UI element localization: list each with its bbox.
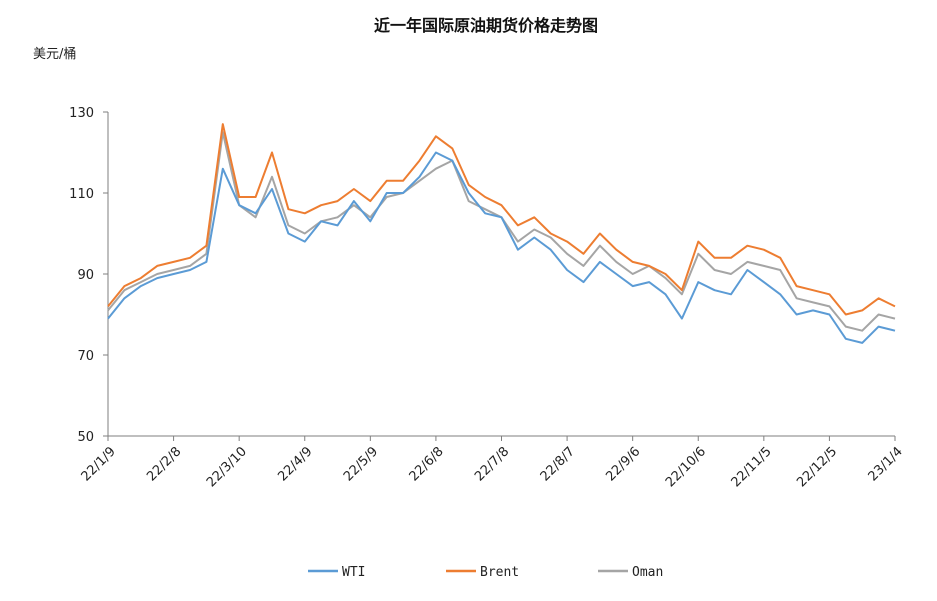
chart-title: 近一年国际原油期货价格走势图 (374, 16, 598, 35)
legend: WTI Brent Oman (308, 565, 663, 580)
x-axis: 22/1/9 22/2/8 22/3/10 22/4/9 22/5/9 22/6/8 22/… (79, 435, 906, 490)
legend-label-brent: Brent (480, 565, 519, 580)
y-tick-label: 130 (69, 106, 94, 121)
series-line-wti (107, 151, 896, 344)
x-tick-label: 22/4/9 (275, 444, 315, 484)
series-line-brent (107, 123, 896, 316)
series-line-oman (107, 131, 896, 332)
legend-label-wti: WTI (342, 565, 365, 580)
x-tick-label: 22/3/10 (204, 444, 250, 490)
x-tick-label: 22/8/7 (538, 444, 578, 484)
x-tick-label: 22/9/6 (603, 444, 643, 484)
x-tick-label: 22/11/5 (729, 444, 775, 490)
x-tick-label: 22/1/9 (79, 444, 119, 484)
x-tick-label: 23/1/4 (866, 444, 906, 484)
y-tick-label: 90 (77, 268, 94, 283)
x-tick-label: 22/12/5 (794, 444, 840, 490)
y-tick-label: 110 (69, 187, 94, 202)
y-axis-unit: 美元/桶 (33, 47, 76, 62)
x-tick-label: 22/6/8 (407, 444, 447, 484)
plot-lines (107, 123, 896, 344)
legend-label-oman: Oman (632, 565, 663, 580)
x-tick-label: 22/10/6 (663, 444, 709, 490)
y-tick-label: 70 (77, 349, 94, 364)
x-tick-label: 22/2/8 (144, 444, 184, 484)
x-tick-label: 22/5/9 (341, 444, 381, 484)
y-axis: 50 70 90 110 130 (69, 106, 109, 445)
y-tick-label: 50 (77, 430, 94, 445)
x-tick-label: 22/7/8 (472, 444, 512, 484)
